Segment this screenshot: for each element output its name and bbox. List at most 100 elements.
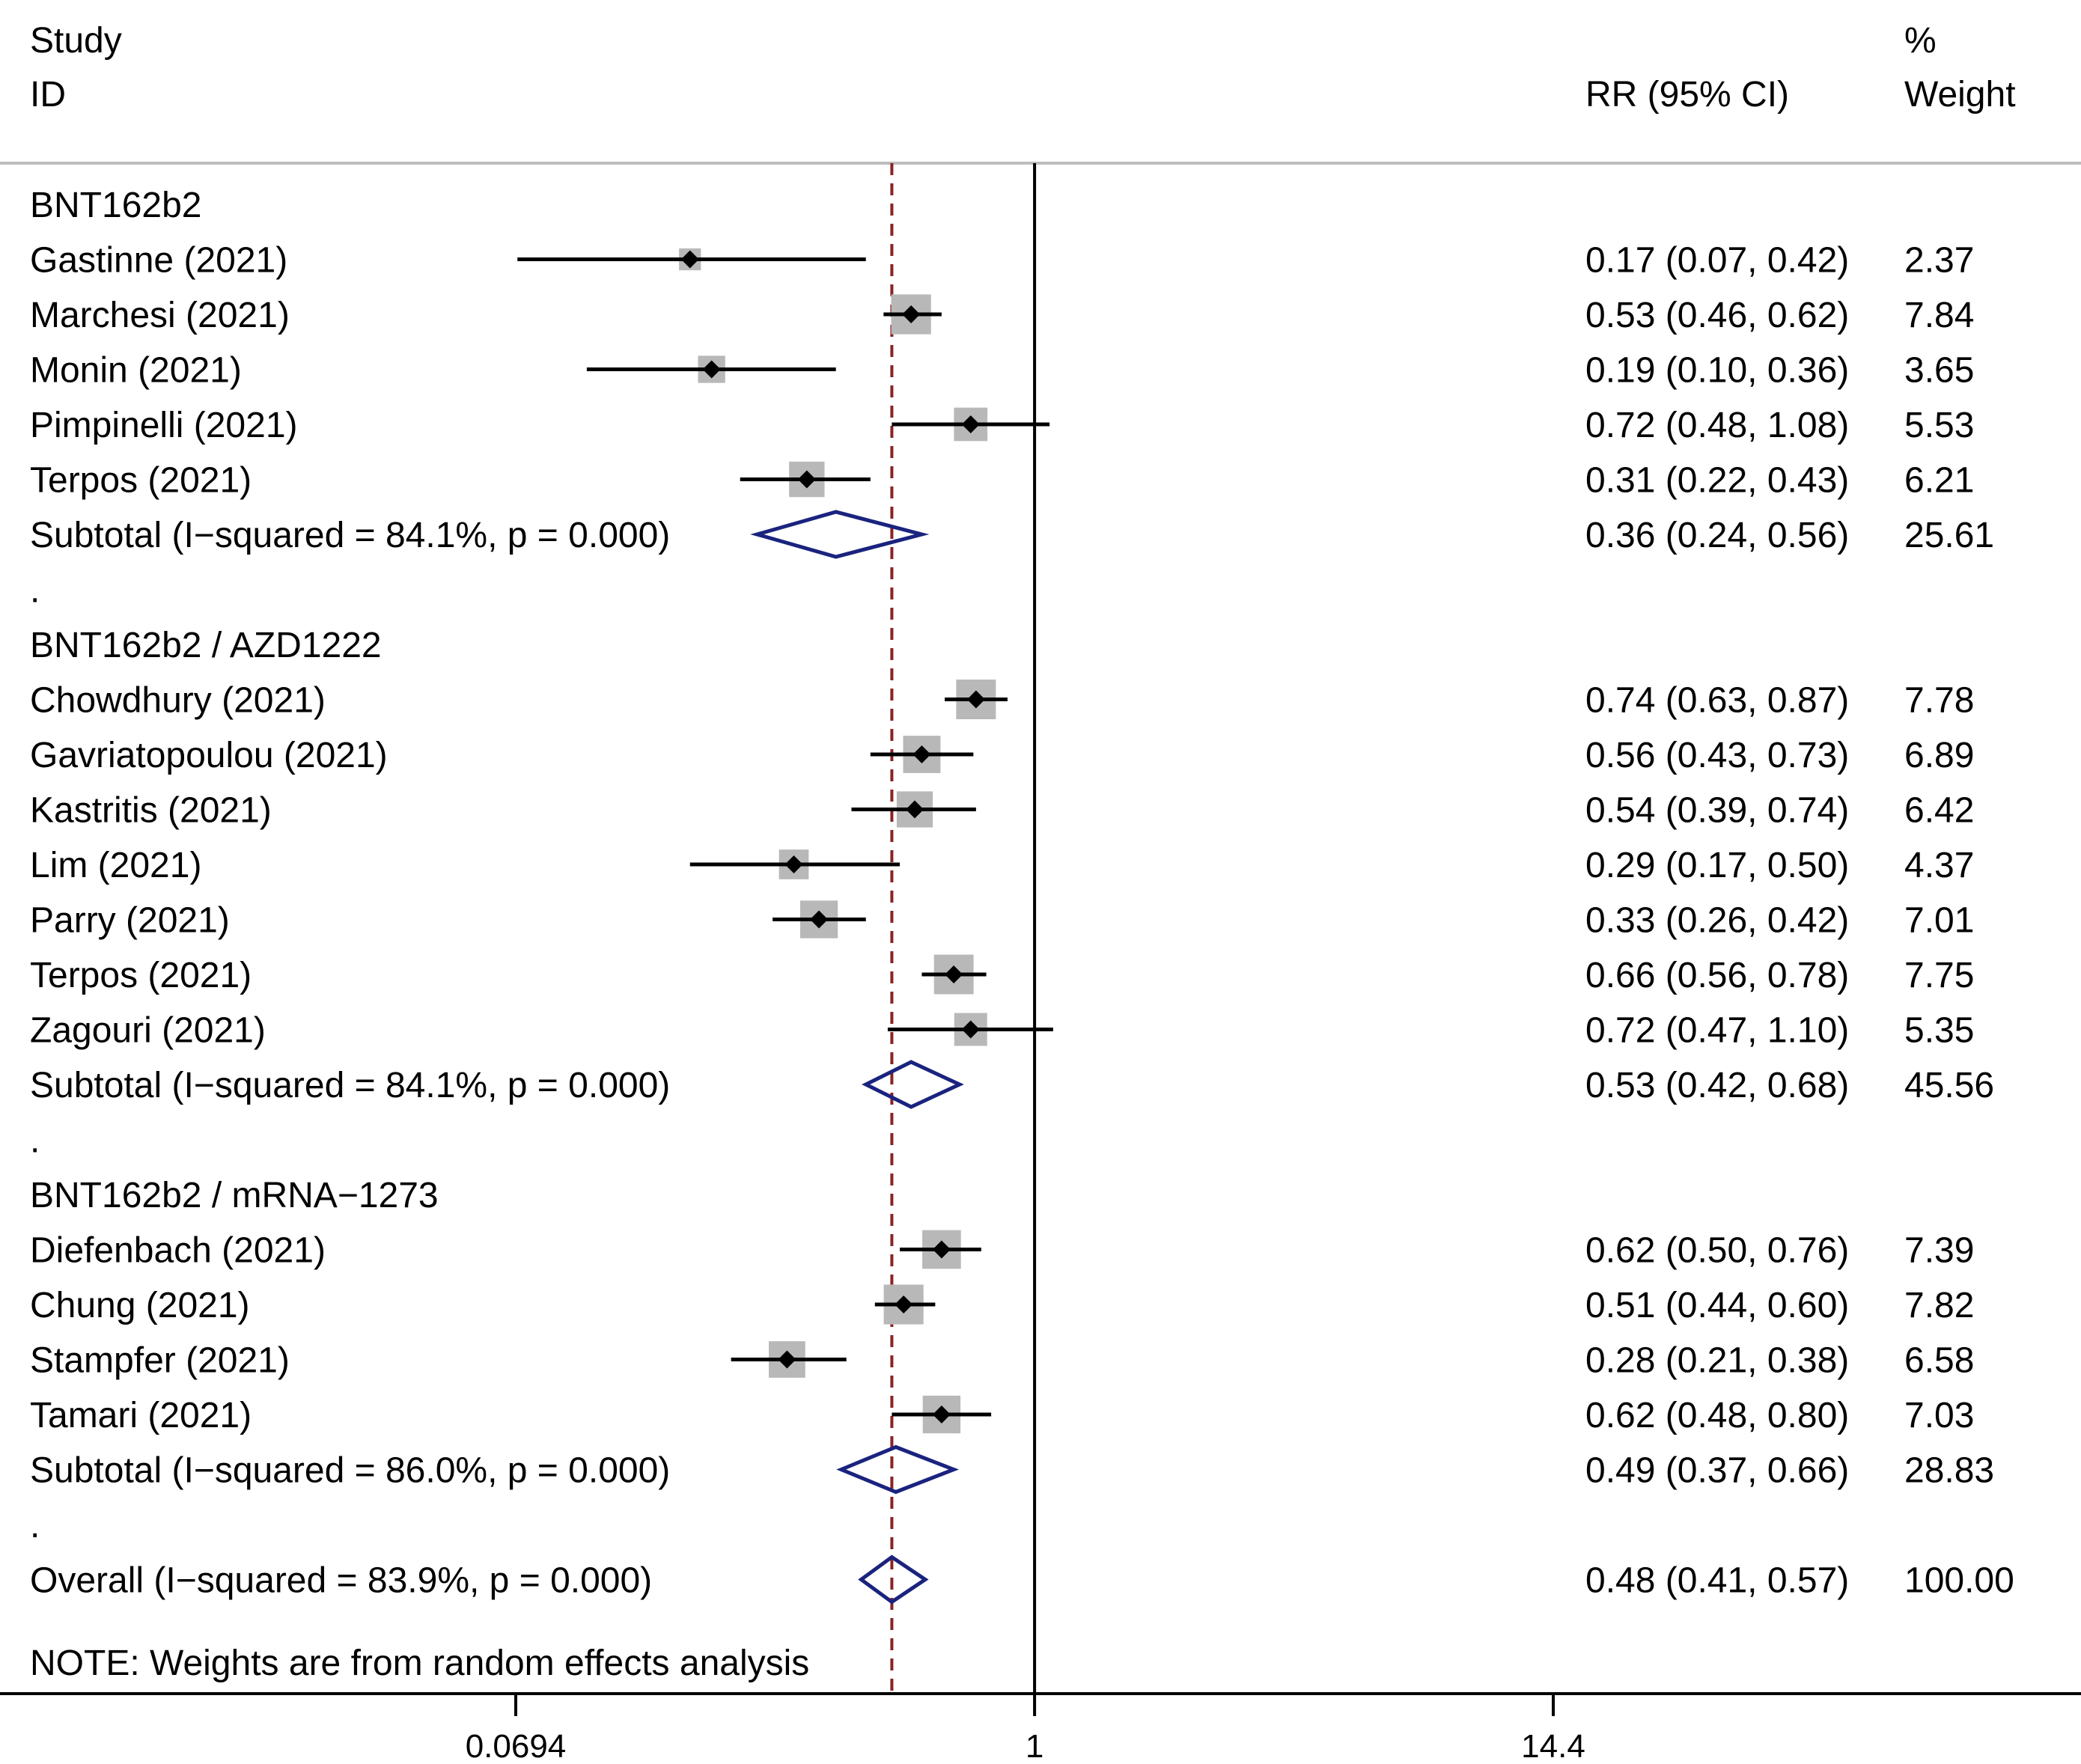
rr-ci-value: 0.53 (0.42, 0.68) — [1585, 1066, 1849, 1105]
header-rr-ci: RR (95% CI) — [1585, 75, 1789, 115]
row-group-18: BNT162b2 / mRNA−1273 — [30, 1176, 439, 1215]
rr-ci-value: 0.48 (0.41, 0.57) — [1585, 1561, 1849, 1601]
rr-ci-value: 0.31 (0.22, 0.43) — [1585, 461, 1849, 501]
rr-ci-value: 0.66 (0.56, 0.78) — [1585, 956, 1849, 995]
rr-ci-value: 0.28 (0.21, 0.38) — [1585, 1341, 1849, 1381]
weight-value: 7.03 — [1904, 1396, 1974, 1435]
x-axis: 0.0694 1 14.4 — [0, 1692, 2081, 1764]
weight-value: 6.42 — [1904, 791, 1974, 831]
row-study-21: Stampfer (2021) 0.28 (0.21, 0.38) 6.58 — [30, 1341, 1974, 1381]
point-estimate-marker — [966, 690, 985, 709]
study-label: Stampfer (2021) — [30, 1341, 290, 1381]
row-group-0: BNT162b2 — [30, 186, 201, 225]
point-estimate-marker — [895, 1295, 913, 1313]
row-study-1: Gastinne (2021) 0.17 (0.07, 0.42) 2.37 — [30, 241, 1974, 281]
row-study-5: Terpos (2021) 0.31 (0.22, 0.43) 6.21 — [30, 461, 1974, 501]
table-header: Study ID RR (95% CI) % Weight — [30, 21, 2016, 115]
weights-note: NOTE: Weights are from random effects an… — [30, 1644, 809, 1683]
study-label: Gavriatopoulou (2021) — [30, 736, 388, 775]
rr-ci-value: 0.74 (0.63, 0.87) — [1585, 681, 1849, 721]
point-estimate-marker — [797, 470, 816, 489]
row-spacer-7: . — [30, 571, 40, 611]
weight-value: 100.00 — [1904, 1561, 2014, 1601]
weight-value: 6.58 — [1904, 1341, 1974, 1381]
point-estimate-marker — [932, 1406, 951, 1423]
study-label: Chung (2021) — [30, 1286, 250, 1325]
spacer-dot: . — [30, 571, 40, 611]
weight-value: 3.65 — [1904, 351, 1974, 391]
study-label: Lim (2021) — [30, 846, 201, 885]
point-estimate-marker — [680, 250, 699, 269]
row-group-8: BNT162b2 / AZD1222 — [30, 626, 382, 665]
point-estimate-marker — [810, 910, 829, 929]
study-label: Diefenbach (2021) — [30, 1231, 326, 1271]
weight-value: 7.39 — [1904, 1231, 1974, 1271]
row-study-14: Terpos (2021) 0.66 (0.56, 0.78) 7.75 — [30, 954, 1974, 995]
header-weight: Weight — [1904, 75, 2016, 115]
study-label: Overall (I−squared = 83.9%, p = 0.000) — [30, 1561, 652, 1601]
weight-value: 5.53 — [1904, 406, 1974, 445]
row-study-2: Marchesi (2021) 0.53 (0.46, 0.62) 7.84 — [30, 294, 1974, 335]
group-label: BNT162b2 / mRNA−1273 — [30, 1176, 439, 1215]
study-label: Pimpinelli (2021) — [30, 406, 298, 445]
rr-ci-value: 0.19 (0.10, 0.36) — [1585, 351, 1849, 391]
rr-ci-value: 0.72 (0.48, 1.08) — [1585, 406, 1849, 445]
weight-value: 6.89 — [1904, 736, 1974, 775]
rr-ci-value: 0.62 (0.50, 0.76) — [1585, 1231, 1849, 1271]
subtotal-diamond — [862, 1060, 964, 1109]
study-label: Subtotal (I−squared = 84.1%, p = 0.000) — [30, 1066, 670, 1105]
header-percent: % — [1904, 21, 1937, 61]
rr-ci-value: 0.17 (0.07, 0.42) — [1585, 241, 1849, 281]
rr-ci-value: 0.56 (0.43, 0.73) — [1585, 736, 1849, 775]
rr-ci-value: 0.53 (0.46, 0.62) — [1585, 296, 1849, 335]
row-study-20: Chung (2021) 0.51 (0.44, 0.60) 7.82 — [30, 1284, 1974, 1325]
study-label: Subtotal (I−squared = 84.1%, p = 0.000) — [30, 516, 670, 555]
rr-ci-value: 0.49 (0.37, 0.66) — [1585, 1451, 1849, 1491]
weight-value: 28.83 — [1904, 1451, 1994, 1491]
study-label: Chowdhury (2021) — [30, 681, 326, 721]
point-estimate-marker — [961, 415, 980, 433]
study-label: Zagouri (2021) — [30, 1011, 266, 1051]
point-estimate-marker — [961, 1020, 980, 1039]
row-study-3: Monin (2021) 0.19 (0.10, 0.36) 3.65 — [30, 351, 1974, 391]
row-overall-25: Overall (I−squared = 83.9%, p = 0.000) 0.… — [30, 1554, 2014, 1605]
point-estimate-marker — [932, 1240, 951, 1259]
study-label: Subtotal (I−squared = 86.0%, p = 0.000) — [30, 1451, 670, 1491]
weight-value: 7.84 — [1904, 296, 1974, 335]
point-estimate-marker — [906, 800, 924, 819]
study-label: Kastritis (2021) — [30, 791, 272, 831]
header-study: Study — [30, 21, 122, 61]
rr-ci-value: 0.36 (0.24, 0.56) — [1585, 516, 1849, 555]
overall-diamond — [858, 1554, 929, 1605]
rr-ci-value: 0.51 (0.44, 0.60) — [1585, 1286, 1849, 1325]
row-study-15: Zagouri (2021) 0.72 (0.47, 1.10) 5.35 — [30, 1011, 1974, 1051]
x-tick-label: 0.0694 — [466, 1728, 567, 1764]
weight-value: 7.75 — [1904, 956, 1974, 995]
study-label: Gastinne (2021) — [30, 241, 287, 281]
row-study-13: Parry (2021) 0.33 (0.26, 0.42) 7.01 — [30, 900, 1974, 941]
point-estimate-marker — [784, 855, 803, 873]
row-spacer-24: . — [30, 1506, 40, 1545]
x-tick-label: 14.4 — [1521, 1728, 1585, 1764]
study-label: Monin (2021) — [30, 351, 242, 391]
point-estimate-marker — [778, 1350, 796, 1369]
rr-ci-value: 0.72 (0.47, 1.10) — [1585, 1011, 1849, 1051]
point-estimate-marker — [902, 305, 921, 323]
study-label: Parry (2021) — [30, 901, 230, 941]
weight-value: 6.21 — [1904, 461, 1974, 501]
row-study-12: Lim (2021) 0.29 (0.17, 0.50) 4.37 — [30, 846, 1974, 885]
spacer-dot: . — [30, 1506, 40, 1545]
weight-value: 7.78 — [1904, 681, 1974, 721]
rr-ci-value: 0.54 (0.39, 0.74) — [1585, 791, 1849, 831]
row-subtotal-23: Subtotal (I−squared = 86.0%, p = 0.000) 0… — [30, 1444, 1994, 1495]
row-subtotal-6: Subtotal (I−squared = 84.1%, p = 0.000) 0… — [30, 510, 1994, 559]
row-spacer-17: . — [30, 1121, 40, 1161]
study-label: Tamari (2021) — [30, 1396, 252, 1435]
weight-value: 25.61 — [1904, 516, 1994, 555]
rr-ci-value: 0.33 (0.26, 0.42) — [1585, 901, 1849, 941]
study-label: Terpos (2021) — [30, 956, 252, 995]
weight-value: 4.37 — [1904, 846, 1974, 885]
point-estimate-marker — [945, 965, 963, 983]
spacer-dot: . — [30, 1121, 40, 1161]
